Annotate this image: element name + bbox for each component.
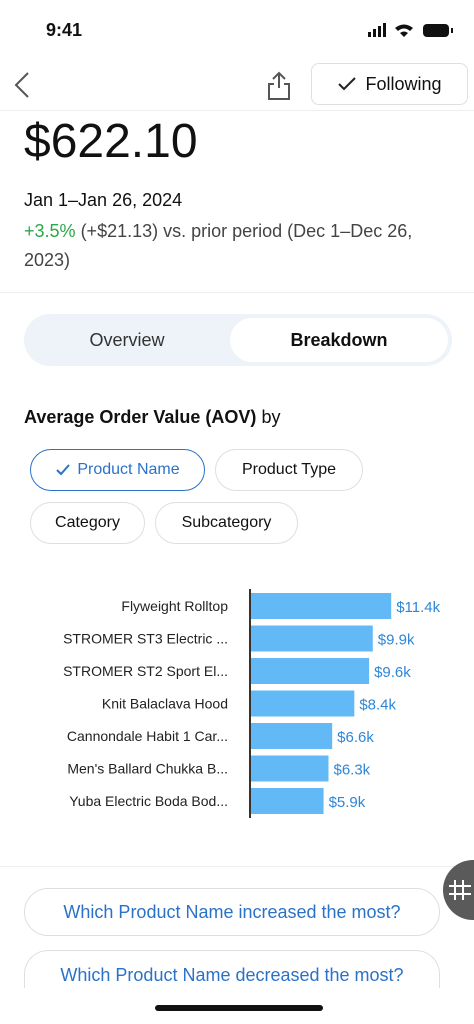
value-label: $11.4k — [396, 599, 440, 616]
section-heading: Average Order Value (AOV) — [24, 407, 257, 427]
category-label: Flyweight Rolltop — [121, 598, 228, 614]
bar — [251, 723, 333, 749]
bar — [251, 658, 370, 684]
category-label: Men's Ballard Chukka B... — [67, 761, 228, 777]
section-title: Average Order Value (AOV) by — [24, 407, 280, 428]
share-button[interactable] — [266, 70, 292, 102]
bar — [251, 690, 355, 717]
value-label: $5.9k — [329, 794, 366, 811]
tab[interactable]: Overview — [89, 329, 165, 350]
floating-button[interactable] — [443, 860, 474, 920]
category-label: Knit Balaclava Hood — [102, 696, 228, 712]
bar — [251, 788, 324, 814]
filter-label: Product Name — [77, 461, 180, 478]
divider — [0, 110, 474, 111]
amount: $622.10 — [24, 115, 198, 168]
bar — [251, 625, 373, 652]
bar-chart: Flyweight Rolltop $11.4k STROMER ST3 Elect… — [63, 589, 441, 818]
check-icon — [338, 77, 357, 91]
section-by: by — [261, 407, 281, 427]
bar — [251, 755, 329, 782]
category-label: STROMER ST2 Sport El... — [63, 663, 228, 679]
value-label: $8.4k — [359, 697, 396, 714]
check-icon — [56, 464, 71, 476]
divider — [0, 292, 474, 293]
filter-chip[interactable]: Product Type — [215, 449, 363, 491]
following-button[interactable]: Following — [311, 63, 468, 105]
tab-selected[interactable]: Breakdown — [230, 318, 448, 362]
filter-chip-selected[interactable]: Product Name — [30, 449, 205, 491]
following-label: Following — [365, 73, 442, 94]
change: +3.5% (+$21.13) vs. prior period (Dec 1–… — [24, 217, 454, 275]
tab-bar: Overview Breakdown — [24, 314, 452, 366]
value-label: $6.6k — [337, 729, 374, 746]
category-label: STROMER ST3 Electric ... — [63, 631, 228, 647]
question-chip[interactable]: Which Product Name increased the most? — [24, 888, 440, 936]
filter-chip[interactable]: Subcategory — [155, 502, 298, 544]
filter-chip[interactable]: Category — [30, 502, 145, 544]
divider — [0, 866, 474, 867]
home-indicator — [155, 1005, 323, 1011]
status-icons — [368, 23, 453, 37]
status-time: 9:41 — [46, 20, 83, 40]
back-button[interactable] — [10, 70, 34, 100]
question-label: Which Product Name decreased the most? — [60, 965, 404, 985]
grid-icon — [449, 880, 471, 900]
bar — [251, 593, 392, 619]
value-label: $9.6k — [374, 664, 411, 681]
category-label: Yuba Electric Boda Bod... — [69, 793, 228, 809]
change-detail: (+$21.13) vs. prior period (Dec 1–Dec 26… — [24, 221, 413, 270]
category-label: Cannondale Habit 1 Car... — [67, 728, 228, 744]
value-label: $9.9k — [378, 632, 415, 649]
value-label: $6.3k — [333, 762, 370, 779]
change-percent: +3.5% — [24, 221, 76, 241]
question-chip[interactable]: Which Product Name decreased the most? — [24, 950, 440, 990]
date-range: Jan 1–Jan 26, 2024 — [24, 190, 183, 210]
